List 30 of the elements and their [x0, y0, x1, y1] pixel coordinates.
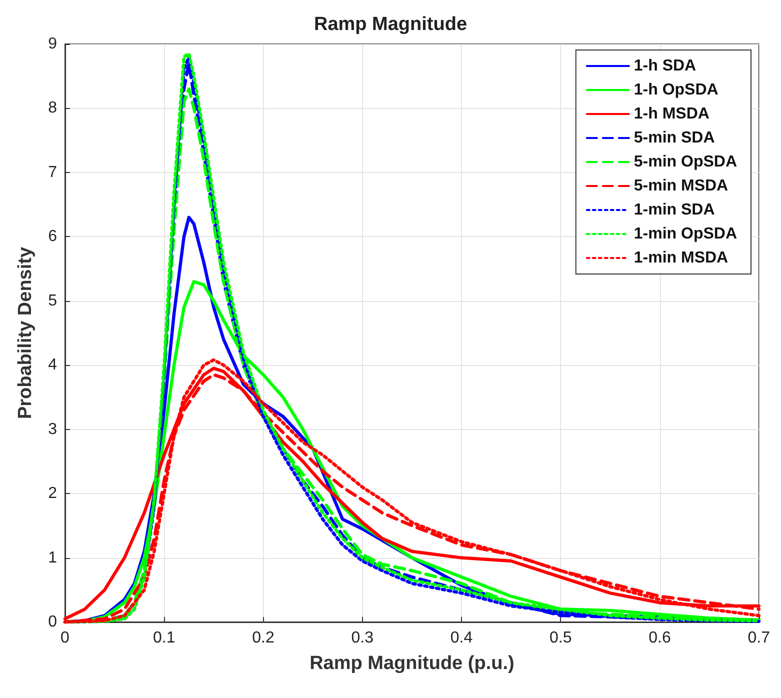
legend-label: 5-min MSDA: [634, 178, 729, 194]
y-tick-label: 3: [48, 420, 58, 438]
x-tick-label: 0.5: [550, 630, 572, 646]
y-tick-label: 0: [48, 614, 58, 630]
legend-label: 1-min MSDA: [634, 250, 729, 266]
legend-label: 1-h OpSDA: [634, 82, 719, 98]
x-tick-label: 0.1: [153, 630, 176, 646]
y-axis-title: Probability Density: [15, 246, 36, 420]
legend-label: 1-min SDA: [634, 202, 716, 218]
chart-title: Ramp Magnitude: [314, 14, 468, 35]
y-tick-label: 2: [48, 485, 58, 502]
legend-label: 1-h MSDA: [634, 106, 710, 122]
y-tick-label: 7: [48, 164, 58, 181]
x-tick-label: 0: [60, 630, 70, 646]
y-tick-label: 5: [48, 292, 58, 310]
y-tick-label: 8: [48, 100, 58, 117]
legend-label: 1-h SDA: [634, 58, 697, 74]
y-tick-label: 4: [48, 356, 58, 374]
y-tick-label: 1: [48, 549, 58, 566]
legend-label: 1-min OpSDA: [634, 226, 738, 242]
x-tick-label: 0.2: [252, 630, 274, 646]
legend-label: 5-min OpSDA: [634, 154, 738, 170]
x-tick-label: 0.7: [748, 630, 770, 646]
legend-label: 5-min SDA: [634, 130, 716, 146]
x-axis-title: Ramp Magnitude (p.u.): [310, 653, 514, 674]
x-tick-label: 0.3: [351, 630, 374, 646]
y-tick-label: 9: [48, 36, 58, 52]
y-tick-label: 6: [48, 228, 58, 246]
x-tick-label: 0.4: [450, 630, 473, 646]
x-tick-label: 0.6: [648, 630, 671, 646]
